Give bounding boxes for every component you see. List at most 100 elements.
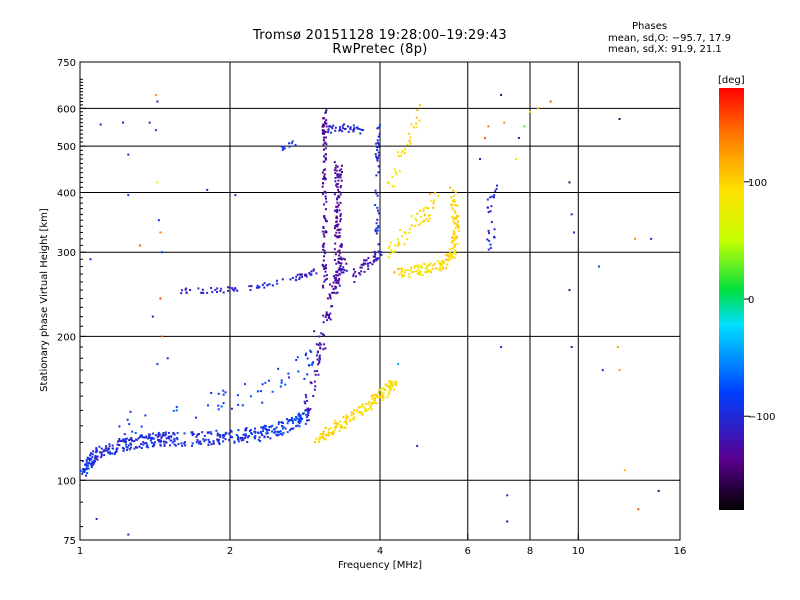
echo-point bbox=[156, 181, 159, 184]
echo-point bbox=[308, 409, 311, 412]
echo-point bbox=[392, 383, 395, 386]
echo-point bbox=[140, 425, 143, 428]
echo-point bbox=[335, 270, 338, 273]
echo-point bbox=[227, 286, 230, 289]
echo-point bbox=[175, 405, 178, 408]
echo-point bbox=[410, 123, 413, 126]
echo-point bbox=[249, 395, 252, 398]
echo-point bbox=[395, 173, 398, 176]
echo-point bbox=[417, 266, 420, 269]
echo-point bbox=[317, 373, 320, 376]
echo-point bbox=[325, 274, 328, 277]
echo-point bbox=[419, 104, 422, 107]
echo-point bbox=[417, 268, 420, 271]
echo-point bbox=[373, 401, 376, 404]
echo-point bbox=[280, 425, 283, 428]
echo-point bbox=[311, 361, 314, 364]
echo-point bbox=[270, 425, 273, 428]
echo-point bbox=[362, 406, 365, 409]
echo-point bbox=[234, 287, 237, 290]
echo-point bbox=[324, 112, 327, 115]
echo-point bbox=[597, 265, 600, 268]
echo-point bbox=[296, 273, 299, 276]
echo-point bbox=[304, 393, 307, 396]
echo-point bbox=[127, 194, 130, 197]
echo-point bbox=[340, 424, 343, 427]
colorbar-tick-label: −100 bbox=[748, 412, 775, 423]
echo-point bbox=[393, 168, 396, 171]
echo-point bbox=[361, 414, 364, 417]
echo-point bbox=[227, 432, 230, 435]
echo-point bbox=[309, 273, 312, 276]
echo-point bbox=[237, 438, 240, 441]
echo-point bbox=[452, 194, 455, 197]
echo-point bbox=[331, 127, 334, 130]
echo-point bbox=[86, 456, 89, 459]
echo-point bbox=[422, 262, 425, 265]
echo-point bbox=[336, 217, 339, 220]
echo-point bbox=[570, 213, 573, 216]
echo-point bbox=[340, 268, 343, 271]
echo-point bbox=[271, 430, 274, 433]
echo-point bbox=[341, 244, 344, 247]
echo-point bbox=[352, 273, 355, 276]
echo-point bbox=[173, 439, 176, 442]
echo-point bbox=[454, 253, 457, 256]
echo-point bbox=[289, 429, 292, 432]
echo-point bbox=[319, 343, 322, 346]
echo-point bbox=[323, 214, 326, 217]
echo-point bbox=[378, 124, 381, 127]
echo-point bbox=[233, 441, 236, 444]
echo-point bbox=[156, 436, 159, 439]
echo-point bbox=[385, 384, 388, 387]
echo-point bbox=[386, 395, 389, 398]
echo-point bbox=[305, 352, 308, 355]
echo-point bbox=[79, 469, 82, 472]
echo-point bbox=[367, 267, 370, 270]
echo-point bbox=[338, 249, 341, 252]
echo-point bbox=[453, 242, 456, 245]
echo-point bbox=[403, 148, 406, 151]
x-tick-label: 10 bbox=[572, 546, 585, 557]
echo-point bbox=[324, 219, 327, 222]
echo-point bbox=[268, 425, 271, 428]
echo-point bbox=[393, 271, 396, 274]
echo-point bbox=[398, 273, 401, 276]
echo-point bbox=[280, 379, 283, 382]
echo-point bbox=[309, 381, 312, 384]
echo-point bbox=[322, 139, 325, 142]
echo-point bbox=[406, 238, 409, 241]
echo-point bbox=[323, 280, 326, 283]
echo-point bbox=[359, 266, 362, 269]
echo-point bbox=[457, 215, 460, 218]
echo-point bbox=[336, 279, 339, 282]
echo-point bbox=[337, 176, 340, 179]
echo-point bbox=[329, 312, 332, 315]
echo-point bbox=[85, 474, 88, 477]
echo-point bbox=[373, 397, 376, 400]
echo-point bbox=[517, 137, 520, 140]
echo-point bbox=[438, 262, 441, 265]
echo-point bbox=[149, 433, 152, 436]
echo-point bbox=[92, 450, 95, 453]
echo-point bbox=[325, 231, 328, 234]
echo-point bbox=[322, 227, 325, 230]
echo-point bbox=[360, 270, 363, 273]
echo-point bbox=[118, 438, 121, 441]
echo-point bbox=[445, 258, 448, 261]
echo-point bbox=[300, 273, 303, 276]
echo-point bbox=[376, 229, 379, 232]
echo-point bbox=[318, 361, 321, 364]
echo-point bbox=[388, 245, 391, 248]
echo-point bbox=[409, 269, 412, 272]
echo-point bbox=[391, 250, 394, 253]
echo-point bbox=[339, 176, 342, 179]
echo-point bbox=[276, 430, 279, 433]
echo-point bbox=[339, 220, 342, 223]
echo-point bbox=[153, 443, 156, 446]
echo-point bbox=[263, 424, 266, 427]
echo-point bbox=[326, 297, 329, 300]
echo-point bbox=[306, 399, 309, 402]
echo-point bbox=[355, 275, 358, 278]
echo-point bbox=[192, 432, 195, 435]
